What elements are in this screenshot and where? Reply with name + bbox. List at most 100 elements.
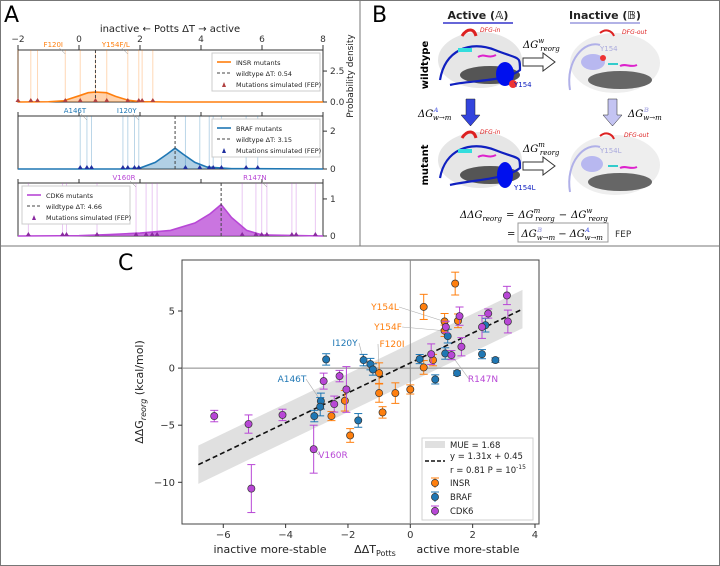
protein-active-mutant: [438, 130, 522, 188]
label-leader: [59, 47, 66, 55]
fep-triangle: [143, 232, 149, 236]
annotation-leader: [451, 354, 470, 380]
panel-c-letter: C: [118, 251, 133, 276]
data-point: [478, 350, 486, 359]
data-point: [359, 356, 368, 365]
fep-triangle: [89, 165, 95, 169]
fep-triangle: [139, 98, 145, 102]
annotation-label: A146T: [278, 375, 307, 385]
legend-box: [21, 185, 131, 225]
data-point: [210, 412, 219, 421]
fep-triangle: [125, 98, 131, 102]
annotation-label: Y154L: [370, 303, 399, 313]
panel-a-top-axis-title: inactive ← Potts ΔT → active: [100, 24, 240, 35]
label-dfg-in-mutant: DFG-in: [480, 129, 501, 136]
panel-a-right-axis-label: Probability density: [346, 34, 356, 118]
series-braf: [310, 317, 500, 428]
y-tick-label: 1: [330, 195, 336, 205]
fep-triangle: [60, 232, 66, 236]
fep-triangle: [210, 165, 216, 169]
data-point: [478, 323, 486, 331]
data-point: [415, 355, 424, 364]
fep-triangle: [289, 232, 295, 236]
fep-triangle: [243, 165, 249, 169]
x-tick-label: 2: [137, 35, 143, 45]
data-point: [354, 416, 363, 425]
subplot-cdk6: 1 0 V160R R147N CDK6 mutants wildtype ΔT: 4.6…: [17, 174, 336, 242]
legend-correlation: r = 0.81 P = 10-15: [450, 464, 526, 476]
fep-triangle: [94, 232, 100, 236]
y-tick-label: 0: [330, 165, 336, 175]
data-point: [278, 410, 287, 419]
legend-label-cdk6: CDK6: [450, 507, 473, 517]
data-point: [335, 372, 344, 381]
label-leader: [129, 180, 137, 188]
legend-marker-braf: [431, 493, 439, 501]
legend-entry: Mutations simulated (FEP): [236, 81, 321, 89]
data-point: [502, 291, 511, 300]
legend-entry: INSR mutants: [236, 59, 281, 67]
equation-line-2: = ΔG𝔹 w→m − ΔG𝔸 w→m: [507, 227, 603, 242]
dg-mutation-inactive: ΔG𝔹 w→m: [627, 107, 662, 122]
data-point: [441, 323, 450, 331]
y-tick-label: 2: [330, 127, 336, 137]
data-point: [419, 363, 428, 372]
x-axis-label-left: inactive more-stable: [213, 543, 326, 556]
fep-triangle: [259, 232, 265, 236]
panel-a-distributions: −2 0 2 4 6 8 2.5 0.0 F120I Y154F/L INSR mutants wil…: [11, 35, 344, 242]
label-leader: [260, 180, 268, 188]
fep-triangle: [92, 98, 98, 102]
mutation-label: Y154F/L: [101, 41, 130, 49]
fep-triangle: [182, 165, 188, 169]
fep-triangle: [125, 165, 131, 169]
protein-inactive-mutant: [568, 132, 660, 195]
dg-reorg-mutant: ΔGm reorg: [522, 141, 560, 157]
data-point: [457, 342, 466, 351]
x-axis-label: ΔΔTPotts: [354, 543, 396, 558]
data-point: [431, 375, 440, 384]
data-point: [319, 377, 328, 386]
legend-triangle-swatch: [222, 82, 226, 87]
dg-reorg-wildtype: ΔGw reorg: [522, 37, 560, 53]
row-label-wildtype: wildtype: [420, 41, 431, 90]
data-point: [443, 332, 452, 341]
x-tick-label: 2: [469, 530, 475, 541]
annotation-label: I120Y: [332, 339, 358, 349]
y-tick-label: 2.5: [330, 67, 344, 77]
density-curve: [17, 203, 324, 237]
annotation-label: F120I: [379, 340, 404, 350]
density-curve: [17, 91, 323, 103]
fep-triangle: [218, 165, 224, 169]
data-point: [484, 309, 493, 318]
row-label-mutant: mutant: [420, 144, 431, 185]
mutation-label: A146T: [64, 107, 87, 115]
label-dfg-out-mutant: DFG-out: [624, 132, 649, 139]
fep-triangle: [28, 98, 34, 102]
dg-mutation-active: ΔG𝔸 w→m: [417, 107, 452, 122]
data-point: [375, 389, 384, 398]
x-tick-label: 6: [259, 35, 265, 45]
data-point: [491, 356, 500, 365]
legend-entry: wildtype ΔT: 3.15: [236, 136, 292, 144]
arrow-mutation-inactive: [602, 98, 623, 127]
fep-triangle: [264, 232, 270, 236]
label-leader: [80, 113, 88, 121]
fep-triangle: [25, 232, 31, 236]
fep-triangle: [62, 98, 68, 102]
data-point: [368, 365, 377, 374]
data-point: [391, 389, 400, 398]
data-point: [346, 431, 355, 440]
fep-triangle: [154, 232, 160, 236]
data-point: [455, 312, 464, 321]
panel-a-letter: A: [4, 3, 19, 28]
fep-triangle: [120, 165, 126, 169]
legend-box: [211, 52, 321, 92]
panel-b-schematic: B Active (𝔸) Inactive (𝔹) wildtype mutan…: [372, 3, 662, 243]
fep-triangle: [312, 232, 318, 236]
legend-entry: Mutations simulated (FEP): [236, 147, 321, 155]
fep-triangle: [253, 232, 259, 236]
data-point: [322, 355, 331, 364]
label-y154l-active: Y154L: [513, 184, 536, 192]
subplot-insr: 2.5 0.0 F120I Y154F/L INSR mutants wildtype Δ…: [15, 41, 345, 108]
inactive-state-title: Inactive (𝔹): [569, 9, 641, 22]
